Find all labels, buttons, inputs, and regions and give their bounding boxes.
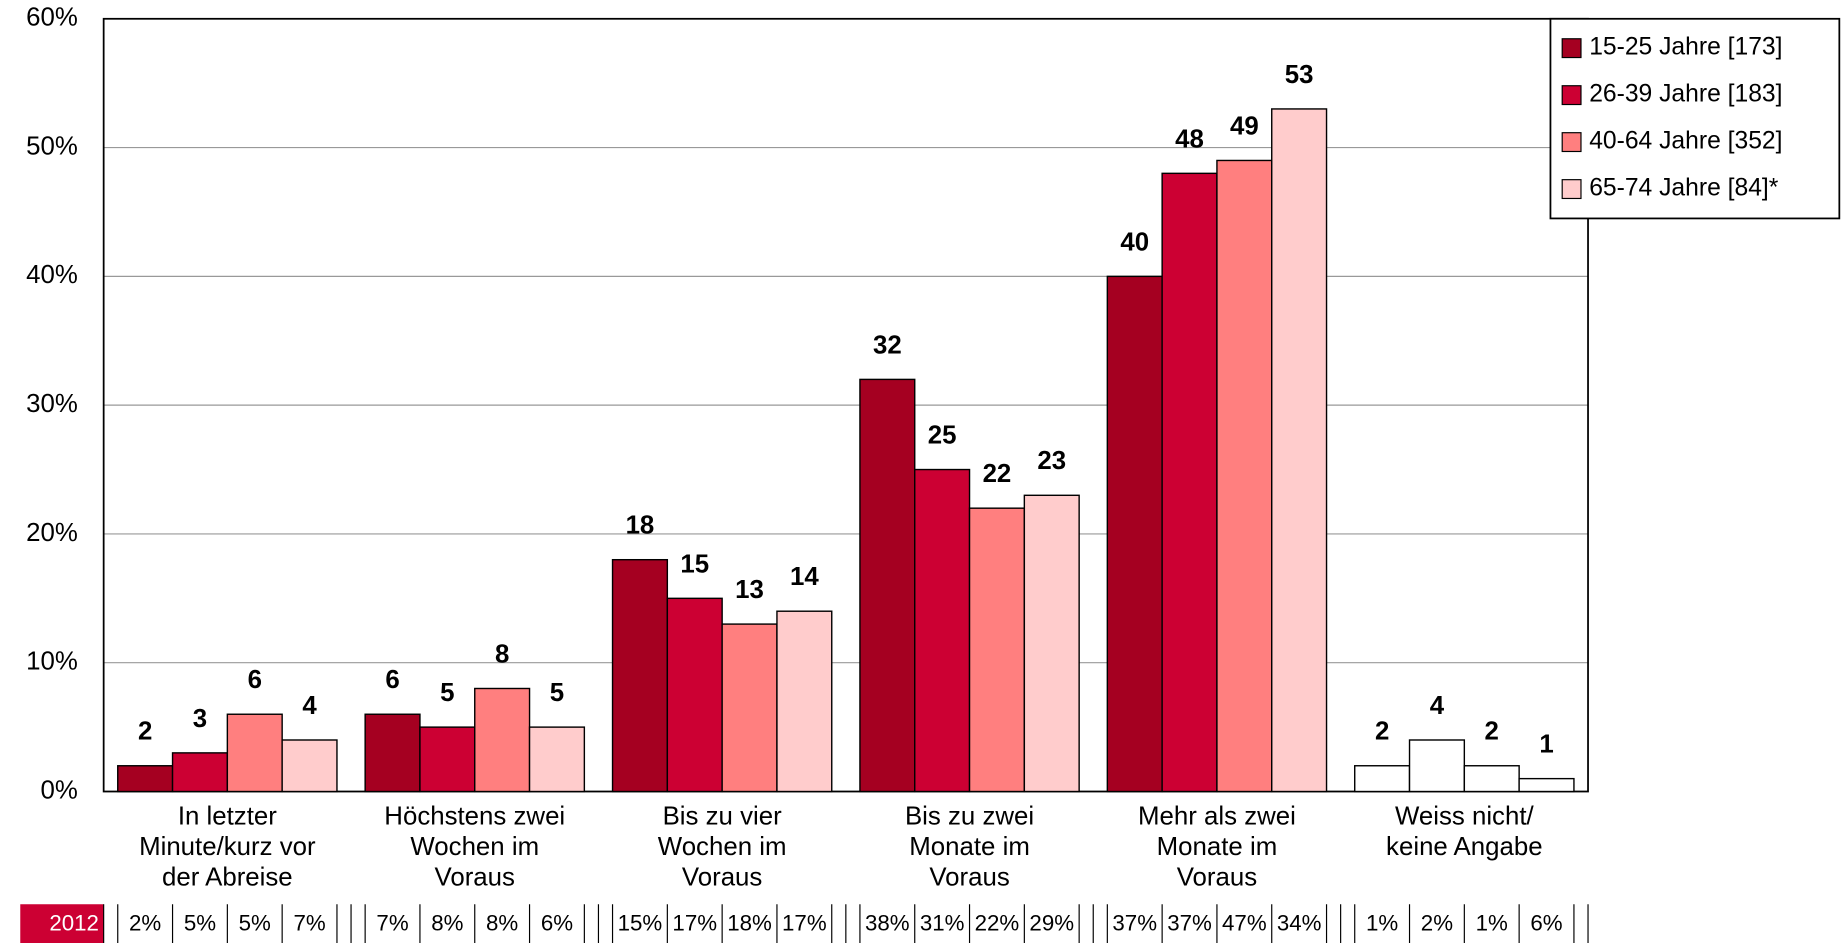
- bar: [1216, 159, 1273, 793]
- data-label: 48: [1175, 125, 1204, 153]
- table-cell: 18%: [727, 911, 772, 936]
- y-tick-label: 30%: [26, 390, 78, 418]
- data-label: 6: [385, 666, 399, 694]
- data-label: 2: [1485, 718, 1499, 746]
- x-tick-label: Bis zu vier Wochen im Voraus: [658, 802, 787, 891]
- bar: [666, 597, 723, 793]
- table-cell: 22%: [975, 911, 1020, 936]
- x-tick-label: Bis zu zwei Monate im Voraus: [905, 802, 1034, 891]
- bar: [611, 558, 669, 793]
- data-label: 22: [983, 460, 1012, 488]
- table-cell: 5%: [184, 911, 216, 936]
- data-label: 25: [928, 421, 957, 449]
- bar: [528, 726, 586, 793]
- data-label: 49: [1230, 112, 1259, 140]
- table-cell: 17%: [782, 911, 827, 936]
- table-cell: 34%: [1277, 911, 1322, 936]
- y-tick-label: 0%: [40, 776, 77, 804]
- x-tick-label: Weiss nicht/keine Angabe: [1386, 802, 1543, 861]
- y-tick-label: 20%: [26, 519, 78, 547]
- bar: [117, 765, 174, 793]
- legend-swatch: [1561, 38, 1582, 59]
- bar: [1023, 494, 1080, 793]
- table-cell: 7%: [293, 911, 325, 936]
- data-label: 5: [550, 679, 564, 707]
- bar: [1354, 765, 1411, 793]
- table-cell: 47%: [1222, 911, 1267, 936]
- table-cell: 8%: [431, 911, 463, 936]
- bar: [1518, 777, 1575, 793]
- legend-swatch: [1561, 179, 1582, 200]
- table-cell: 8%: [486, 911, 518, 936]
- table-cell: 38%: [865, 911, 910, 936]
- table-cell: 6%: [1530, 911, 1562, 936]
- bar: [1106, 275, 1163, 793]
- x-tick-label: In letzter Minute/kurz vor der Abreise: [139, 802, 316, 891]
- y-tick-label: 10%: [26, 648, 78, 676]
- data-label: 15: [680, 550, 709, 578]
- data-label: 2: [1375, 718, 1389, 746]
- bar: [968, 507, 1026, 793]
- legend-label: 65-74 Jahre [84]*: [1589, 175, 1779, 202]
- table-cell: 37%: [1167, 911, 1212, 936]
- y-tick-label: 50%: [26, 132, 78, 160]
- table-cell: 1%: [1366, 911, 1398, 936]
- legend-swatch: [1561, 132, 1582, 153]
- data-label: 40: [1120, 228, 1149, 256]
- legend-label: 26-39 Jahre [183]: [1589, 81, 1782, 108]
- table-cell: 7%: [376, 911, 408, 936]
- data-label: 13: [735, 576, 764, 604]
- bar: [281, 739, 338, 793]
- bar: [474, 687, 531, 793]
- legend-label: 40-64 Jahre [352]: [1589, 128, 1782, 155]
- bar: [226, 713, 283, 793]
- legend-box: [1549, 17, 1841, 220]
- x-tick-label: Höchstens zwei Wochen im Voraus: [384, 802, 565, 891]
- bar: [859, 378, 916, 793]
- bar: [776, 610, 833, 793]
- bar: [1161, 172, 1218, 793]
- data-label: 53: [1285, 61, 1314, 89]
- plot-frame: [102, 17, 1589, 793]
- y-tick-label: 40%: [26, 261, 78, 289]
- data-label: 1: [1539, 731, 1553, 759]
- table-cell: 31%: [920, 911, 965, 936]
- data-label: 2: [138, 718, 152, 746]
- bar: [914, 468, 971, 793]
- legend-label: 15-25 Jahre [173]: [1589, 34, 1782, 61]
- table-cell: 37%: [1112, 911, 1157, 936]
- data-label: 5: [440, 679, 454, 707]
- data-label: 14: [790, 563, 819, 591]
- data-label: 23: [1037, 447, 1066, 475]
- data-label: 8: [495, 640, 509, 668]
- bar: [419, 726, 476, 793]
- data-label: 32: [873, 331, 902, 359]
- y-tick-label: 60%: [26, 4, 78, 32]
- data-label: 4: [1430, 692, 1445, 720]
- bar: [1408, 739, 1466, 793]
- bar: [1463, 765, 1520, 793]
- table-label-cell: [20, 904, 104, 943]
- x-tick-label: Mehr als zwei Monate im Voraus: [1138, 802, 1296, 891]
- table-cell: 2%: [1421, 911, 1453, 936]
- bar: [1271, 108, 1328, 793]
- table-cell: 15%: [618, 911, 663, 936]
- table-cell: 1%: [1476, 911, 1508, 936]
- table-cell: 5%: [239, 911, 271, 936]
- data-label: 18: [626, 512, 655, 540]
- table-cell: 2%: [129, 911, 161, 936]
- bar: [721, 623, 778, 793]
- table-label: 2012: [49, 911, 99, 936]
- data-label: 3: [193, 705, 207, 733]
- data-label: 6: [248, 666, 262, 694]
- legend-swatch: [1561, 85, 1582, 106]
- table-cell: 17%: [672, 911, 717, 936]
- table-cell: 6%: [541, 911, 573, 936]
- data-label: 4: [302, 692, 317, 720]
- bar: [171, 752, 229, 793]
- bar: [364, 713, 421, 793]
- table-cell: 29%: [1029, 911, 1074, 936]
